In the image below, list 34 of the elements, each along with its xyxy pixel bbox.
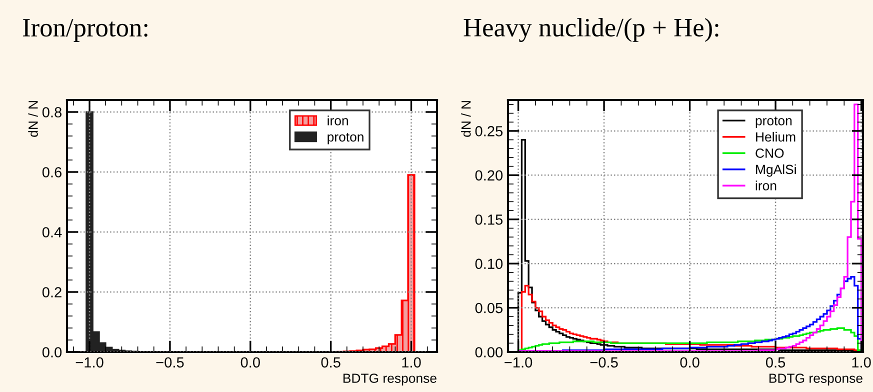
x-tick-label: 0.0 (680, 357, 700, 368)
y-tick-label: 0.15 (475, 214, 503, 225)
x-axis-title: BDTG response (769, 374, 862, 386)
legend-label: Helium (756, 132, 796, 142)
y-tick-label: 0.05 (475, 302, 503, 314)
chart-title: Heavy nuclide/(p + He): (464, 18, 718, 42)
x-tick-label: −1.0 (504, 357, 532, 368)
y-tick-label: 0.8 (42, 107, 62, 118)
chart-title: Iron/proton: (22, 18, 148, 42)
legend-label: MgAlSi (756, 164, 796, 177)
legend-label: proton (756, 116, 792, 128)
x-tick-label: 1.0 (402, 357, 421, 368)
x-tick-label: 0.5 (766, 357, 786, 368)
y-tick-label: 0.25 (475, 126, 503, 136)
y-tick-label: 0.20 (475, 170, 503, 181)
y-tick-label: 0.6 (42, 167, 62, 178)
y-axis-title: dN / N (461, 101, 471, 137)
legend-label: CNO (756, 148, 784, 158)
x-tick-label: −1.0 (76, 357, 104, 368)
y-tick-label: 0.00 (475, 347, 503, 358)
legend-label: iron (328, 116, 348, 126)
legend-label: proton (328, 132, 364, 144)
y-tick-label: 0.0 (42, 347, 62, 358)
x-tick-label: 1.0 (852, 357, 871, 368)
x-tick-label: 0.0 (240, 357, 260, 368)
legend-label: iron (756, 180, 776, 190)
y-tick-label: 0.2 (42, 287, 62, 298)
x-tick-label: −0.5 (590, 357, 618, 368)
y-axis-title: dN / N (28, 101, 38, 137)
y-tick-label: 0.10 (475, 258, 503, 270)
x-tick-label: −0.5 (156, 357, 184, 368)
y-tick-label: 0.4 (42, 227, 62, 238)
x-axis-title: BDTG response (343, 374, 436, 386)
x-tick-label: 0.5 (321, 357, 340, 368)
